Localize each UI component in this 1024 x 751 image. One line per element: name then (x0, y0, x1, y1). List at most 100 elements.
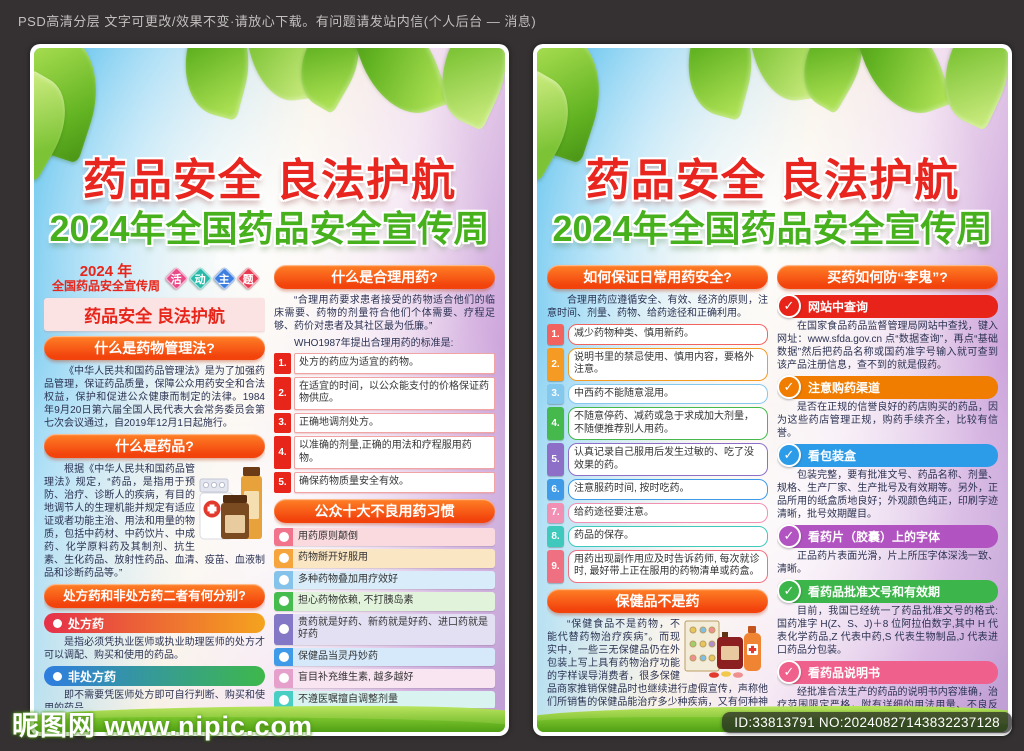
event-badge-title: 2024 年 全国药品安全宣传周 (51, 263, 160, 294)
poster-subtitle: 2024年全国药品安全宣传周 (49, 208, 490, 249)
bullet-dot-icon (278, 531, 289, 542)
bokeh-circle (104, 198, 144, 238)
item-number: 6. (547, 479, 564, 500)
theme-diamond: 题 (236, 266, 261, 291)
item-number: 7. (547, 502, 564, 523)
who-list-item: 3. 正确地调剂处方。 (274, 412, 495, 433)
daily-list-item: 1. 减少药物种类、慎用新药。 (547, 324, 768, 345)
rational-body: “合理用药要求患者接受的药物适合他们的临床需要、药物的剂量符合他们个体需要、疗程… (274, 295, 495, 332)
leaf-icon (172, 48, 262, 121)
leaf-icon (675, 48, 765, 121)
daily-list-item: 3. 中西药不能随意混用。 (547, 383, 768, 404)
theme-diamond: 动 (188, 266, 213, 291)
item-number: 4. (274, 436, 291, 469)
poster-left-background: 药品安全 良法护航 2024年全国药品安全宣传周 2024 年 全国药品安全宣传… (34, 48, 505, 732)
tip-block: ✓ 看包装盒 包装完整，要有批准文号、药品名称、剂量、规格、生产厂家、生产批号及… (777, 443, 998, 521)
bullet-dot-icon (278, 651, 289, 662)
rx-body: 是指必须凭执业医师或执业助理医师的处方才可以调配、购买和使用的药品。 (44, 637, 265, 662)
item-number: 3. (547, 383, 564, 404)
poster-right-content: 如何保证日常用药安全? 合理用药应遵循安全、有效、经济的原则，注意时间、剂量、药… (547, 262, 998, 708)
poster-right-background: 药品安全 良法护航 2024年全国药品安全宣传周 如何保证日常用药安全? 合理用… (537, 48, 1008, 732)
bullet-dot-icon (53, 671, 62, 681)
item-number: 9. (547, 549, 564, 583)
section-body-drug: 根据《中华人民共和国药品管理法》规定，“药品，是指用于预防、治疗、诊断人的疾病，… (44, 464, 265, 580)
theme-diamond: 活 (164, 266, 189, 291)
habit-list-item: 保健品当灵丹妙药 (274, 647, 495, 666)
tip-title: 看药品说明书 (790, 660, 998, 684)
right-poster-column-1: 如何保证日常用药安全? 合理用药应遵循安全、有效、经济的原则，注意时间、剂量、药… (547, 262, 768, 708)
check-icon: ✓ (777, 375, 801, 399)
leaf-icon (347, 48, 451, 127)
habit-list-item: 药物掰开好服用 (274, 549, 495, 568)
daily-list-item: 7. 给药途径要注意。 (547, 502, 768, 523)
bokeh-circle (947, 228, 969, 250)
section-title-drug: 什么是药品? (44, 434, 265, 459)
daily-list-item: 4. 不随意停药、减药或急于求成加大剂量，不随便推荐别人用药。 (547, 407, 768, 440)
theme-diamonds: 活 动 主 题 (164, 266, 261, 291)
who-list-item: 4. 以准确的剂量,正确的用法和疗程服用药物。 (274, 436, 495, 469)
nipic-watermark: 昵图网 www.nipic.com (12, 711, 314, 741)
check-icon: ✓ (777, 294, 801, 318)
check-icon: ✓ (777, 579, 801, 603)
daily-list-item: 6. 注意服药时间, 按时吃药。 (547, 479, 768, 500)
tip-block: ✓ 看药品批准文号和有效期 目前，我国已经统一了药品批准文号的格式: 国药准字 … (777, 579, 998, 657)
tip-block: ✓ 网站中查询 在国家食品药品监督管理局网站中查找，键入网址：www.sfda.… (777, 294, 998, 372)
bullet-dot-icon (278, 574, 289, 585)
check-icon: ✓ (777, 524, 801, 548)
poster-subtitle: 2024年全国药品安全宣传周 (552, 208, 993, 249)
bokeh-circle (607, 198, 647, 238)
habit-list-item: 不遵医嘱擅自调整剂量 (274, 690, 495, 708)
bullet-dot-icon (278, 624, 289, 634)
habit-list-item: 多种药物叠加用疗效好 (274, 570, 495, 589)
bullet-dot-icon (278, 553, 289, 564)
section-title-daily-safety: 如何保证日常用药安全? (547, 265, 768, 289)
habit-list-item: 担心药物依赖, 不打胰岛素 (274, 592, 495, 611)
tip-block: ✓ 看药品说明书 经批准合法生产的药品的说明书内容准确，治疗范围限定严格，附有详… (777, 660, 998, 708)
top-notice-text: PSD高清分层 文字可更改/效果不变·请放心下载。有问题请发站内信(个人后台 —… (18, 14, 537, 29)
item-number: 8. (547, 526, 564, 547)
habit-list-item: 贵药就是好药、新药就是好药、进口药就是好药 (274, 613, 495, 645)
medicine-bottles-illustration (199, 467, 262, 540)
section-title-habits: 公众十大不良用药习惯 (274, 498, 495, 523)
item-number: 2. (547, 347, 564, 381)
theme-diamond: 主 (212, 266, 237, 291)
leaf-icon (850, 48, 954, 127)
left-poster-column-2: 什么是合理用药? “合理用药要求患者接受的药物适合他们的临床需要、药物的剂量符合… (274, 262, 495, 708)
who-list-item: 5. 确保药物质量安全有效。 (274, 472, 495, 493)
section-body-law: 《中华人民共和国药品管理法》是为了加强药品管理，保证药品质量，保障公众用药安全和… (44, 366, 265, 430)
right-poster-column-2: 买药如何防“李鬼”? ✓ 网站中查询 在国家食品药品监督管理局网站中查找，键入网… (777, 262, 998, 708)
rational-who-intro: WHO1987年提出合理用药的标准是: (294, 338, 454, 349)
item-number: 3. (274, 412, 291, 433)
tip-title: 注意购药渠道 (790, 375, 998, 399)
top-notice-bar: PSD高清分层 文字可更改/效果不变·请放心下载。有问题请发站内信(个人后台 —… (0, 0, 1024, 40)
event-badge: 2024 年 全国药品安全宣传周 活 动 主 题 (44, 263, 265, 294)
section-title-rx-otc: 处方药和非处方药二者有何分别? (44, 584, 265, 609)
poster-title: 药品安全 良法护航 (585, 156, 960, 205)
poster-right: 药品安全 良法护航 2024年全国药品安全宣传周 如何保证日常用药安全? 合理用… (533, 44, 1012, 736)
bullet-dot-icon (278, 694, 289, 705)
poster-left-content: 2024 年 全国药品安全宣传周 活 动 主 题 药品安全 良法护航 什么是药物… (44, 262, 495, 708)
image-id-badge: ID:33813791 NO:20240827143832237128 (722, 712, 1012, 733)
check-icon: ✓ (777, 660, 801, 684)
daily-list-item: 8. 药品的保存。 (547, 526, 768, 547)
item-number: 5. (547, 443, 564, 476)
rx-label-bar: 处方药 (44, 613, 265, 634)
section-title-law: 什么是药物管理法? (44, 336, 265, 361)
bokeh-circle (364, 168, 398, 202)
bullet-dot-icon (278, 673, 289, 684)
tip-title: 看包装盒 (790, 443, 998, 467)
poster-title: 药品安全 良法护航 (82, 156, 457, 205)
poster-left: 药品安全 良法护航 2024年全国药品安全宣传周 2024 年 全国药品安全宣传… (30, 44, 509, 736)
section-title-ligui: 买药如何防“李鬼”? (777, 265, 998, 289)
item-number: 2. (274, 376, 291, 410)
bullet-dot-icon (53, 618, 62, 628)
tip-block: ✓ 看药片（胶囊）上的字体 正品药片表面光滑，片上所压字体深浅一致、清晰。 (777, 524, 998, 576)
left-poster-column-1: 2024 年 全国药品安全宣传周 活 动 主 题 药品安全 良法护航 什么是药物… (44, 262, 265, 708)
health-products-body: “保健食品不是药物，不能代替药物治疗疾病”。而现实中，一些三无保健品仍在外包装上… (547, 618, 768, 708)
item-number: 1. (547, 324, 564, 345)
tip-title: 看药片（胶囊）上的字体 (790, 524, 998, 548)
bullet-dot-icon (278, 596, 289, 607)
item-number: 1. (274, 353, 291, 374)
bokeh-circle (444, 228, 466, 250)
